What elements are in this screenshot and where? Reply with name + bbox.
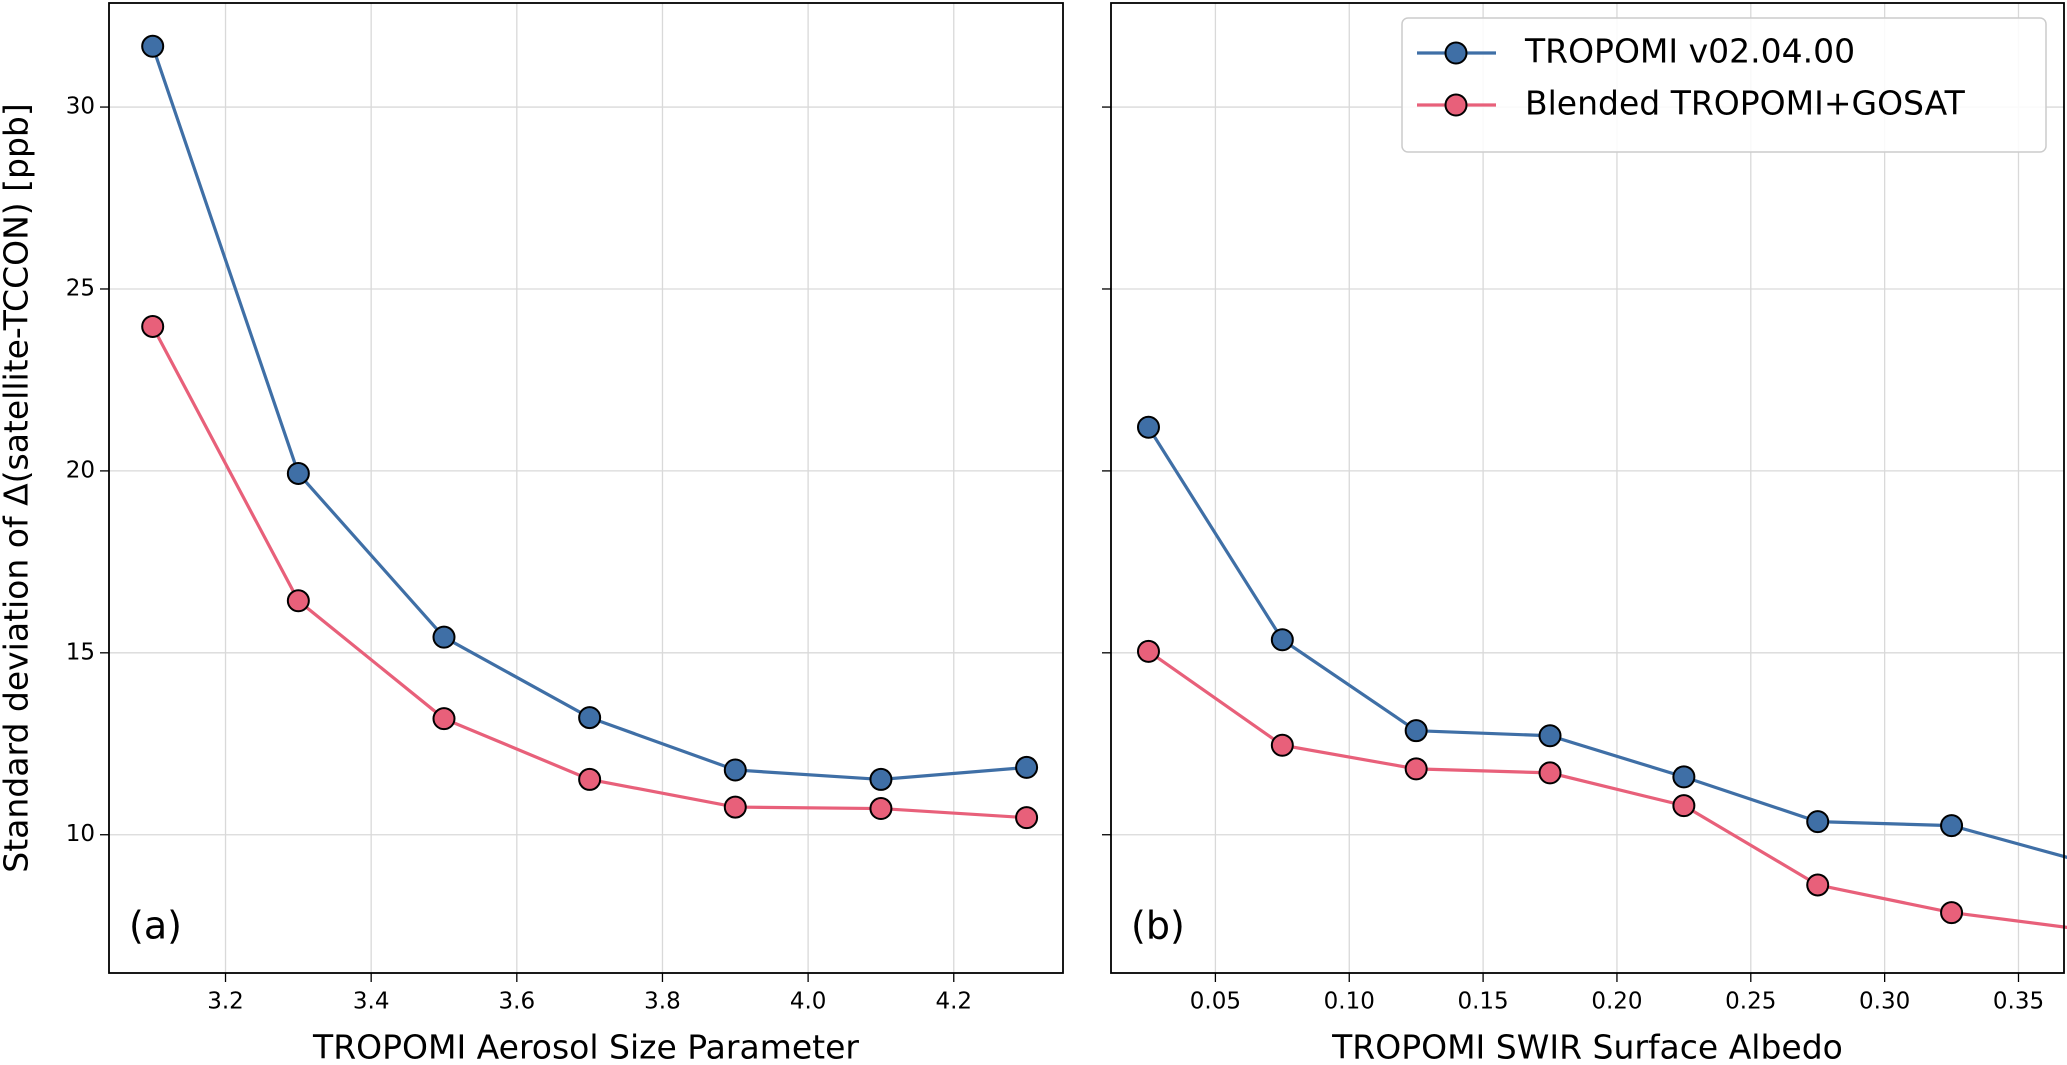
plot-frame	[108, 2, 1064, 974]
marker	[1015, 755, 1039, 779]
y-tick-label: 25	[66, 275, 95, 301]
legend-label: Blended TROPOMI+GOSAT	[1525, 84, 1966, 123]
x-tick-label: 0.35	[1993, 989, 2044, 1015]
marker	[723, 795, 747, 819]
marker	[1404, 719, 1428, 743]
y-tick-label: 10	[66, 821, 95, 847]
x-axis-label: TROPOMI Aerosol Size Parameter	[312, 1028, 859, 1065]
marker	[1940, 901, 1964, 925]
legend-marker	[1444, 93, 1468, 117]
marker	[141, 34, 165, 58]
plot-frame	[1110, 2, 2065, 974]
marker	[1940, 814, 1964, 838]
x-axis-label: TROPOMI SWIR Surface Albedo	[1331, 1028, 1843, 1065]
marker	[1672, 794, 1696, 818]
marker	[1136, 639, 1160, 663]
series-line	[151, 325, 1027, 820]
x-tick-label: 4.0	[790, 989, 827, 1015]
marker	[869, 797, 893, 821]
x-tick-label: 0.30	[1859, 989, 1910, 1015]
marker	[1806, 873, 1830, 897]
marker	[1538, 761, 1562, 785]
x-tick-label: 0.25	[1725, 989, 1776, 1015]
legend-marker	[1444, 41, 1468, 65]
marker	[869, 767, 893, 791]
marker	[1015, 806, 1039, 830]
marker	[286, 461, 310, 485]
y-tick-label: 20	[66, 457, 95, 483]
marker	[1672, 765, 1696, 789]
series-line	[1147, 650, 2067, 929]
series-line	[151, 45, 1027, 782]
marker	[1404, 757, 1428, 781]
x-tick-label: 3.8	[644, 989, 681, 1015]
marker	[432, 707, 456, 731]
panel-label: (b)	[1131, 904, 1185, 948]
y-axis-label: Standard deviation of Δ(satellite-TCCON)…	[0, 103, 36, 872]
x-tick-label: 0.15	[1457, 989, 1508, 1015]
x-tick-label: 0.05	[1190, 989, 1241, 1015]
x-tick-label: 0.20	[1591, 989, 1642, 1015]
x-tick-label: 3.2	[207, 989, 244, 1015]
marker	[1270, 733, 1294, 757]
x-tick-label: 0.10	[1324, 989, 1375, 1015]
marker	[578, 706, 602, 730]
x-tick-label: 4.2	[935, 989, 972, 1015]
panel-label: (a)	[129, 904, 182, 948]
marker	[723, 758, 747, 782]
marker	[141, 314, 165, 338]
marker	[1136, 415, 1160, 439]
marker	[1806, 810, 1830, 834]
marker	[1270, 628, 1294, 652]
marker	[286, 589, 310, 613]
y-tick-label: 15	[66, 639, 95, 665]
legend-box	[1401, 17, 2047, 153]
y-tick-label: 30	[66, 94, 95, 120]
marker	[1538, 724, 1562, 748]
legend-label: TROPOMI v02.04.00	[1524, 32, 1855, 71]
marker	[578, 767, 602, 791]
series-line	[1147, 426, 2067, 859]
x-tick-label: 3.4	[353, 989, 390, 1015]
x-tick-label: 3.6	[499, 989, 536, 1015]
marker	[432, 625, 456, 649]
